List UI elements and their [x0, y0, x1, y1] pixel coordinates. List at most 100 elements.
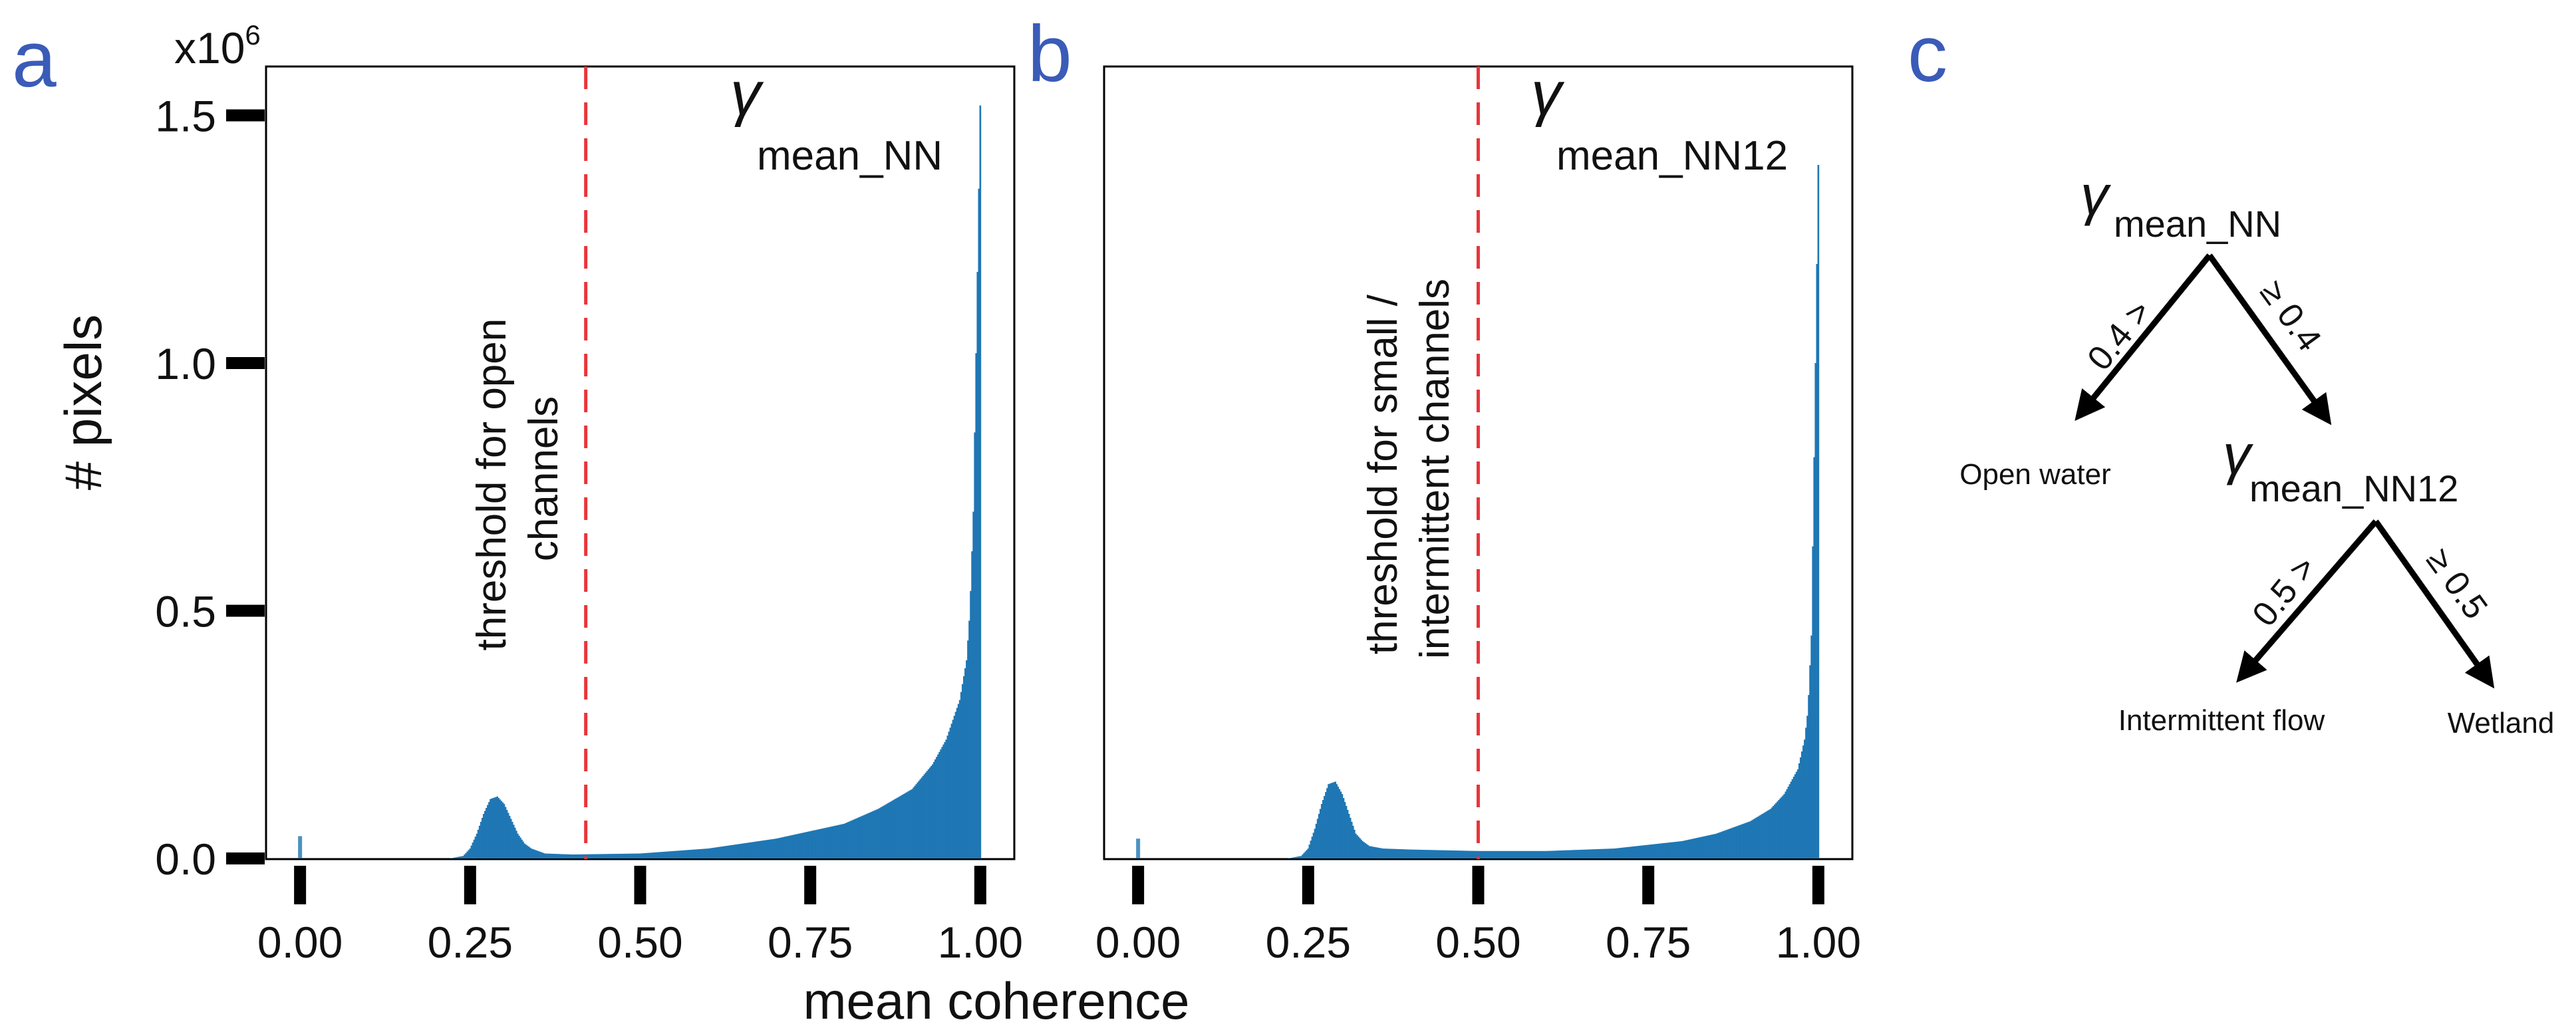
histogram-bar [719, 846, 722, 858]
histogram-bar [779, 837, 782, 858]
histogram-bar [1798, 763, 1800, 858]
histogram-bar [477, 829, 480, 858]
x-tick-mark [634, 866, 646, 904]
histogram-bar [907, 791, 909, 858]
histogram-bar [1804, 739, 1806, 858]
histogram-bar [823, 828, 825, 858]
histogram-bar [821, 829, 823, 858]
histogram-bar [1765, 811, 1768, 858]
histogram-bar [1459, 850, 1462, 858]
histogram-bar [1729, 829, 1731, 858]
histogram-bar [1533, 850, 1535, 858]
histogram-bar [746, 842, 749, 858]
histogram-bar [488, 802, 490, 858]
histogram-bar [1688, 839, 1690, 858]
histogram-bar [738, 844, 741, 858]
histogram-bar [1307, 848, 1310, 858]
histogram-bar [1808, 695, 1810, 858]
histogram-bar [1621, 847, 1624, 858]
panel-c-decision-tree: c γ mean_NN 0.4 > ≥ 0.4 Open water γ mea… [1908, 9, 2554, 739]
histogram-bar [1381, 848, 1384, 858]
histogram-bar [1779, 798, 1781, 858]
histogram-bar [1526, 850, 1528, 858]
histogram-bar [1755, 818, 1757, 858]
histogram-bar [1495, 850, 1497, 858]
histogram-bar [473, 839, 476, 858]
histogram-bar [1501, 850, 1504, 858]
histogram-bar [782, 837, 784, 858]
histogram-bar [1816, 264, 1818, 858]
histogram-bar [690, 849, 693, 858]
histogram-bar [1675, 841, 1678, 858]
histogram-bar [1778, 800, 1780, 858]
histogram-bar [1556, 850, 1558, 858]
y-tick-label: 0.0 [155, 835, 216, 884]
histogram-bar [1634, 846, 1636, 858]
histogram-bar [1329, 783, 1331, 858]
histogram-bar [786, 836, 788, 858]
histogram-bar [1471, 850, 1474, 858]
histogram-bar [1336, 784, 1338, 858]
histogram-bar [850, 821, 852, 858]
histogram-bar [692, 849, 694, 858]
histogram-bar [1705, 835, 1708, 858]
histogram-bar [617, 854, 620, 858]
histogram-bar [1390, 848, 1392, 858]
histogram-bar [737, 844, 740, 858]
histogram-bar [870, 811, 873, 858]
histogram-spike [1136, 839, 1141, 858]
histogram-bar [1330, 783, 1332, 858]
histogram-bar [1435, 850, 1437, 858]
histogram-bar [1441, 850, 1444, 858]
histogram-bar [666, 851, 668, 858]
histogram-bar [1338, 789, 1341, 858]
histogram-bar [689, 850, 692, 858]
histogram-bar [1623, 847, 1625, 858]
histogram-bar [521, 839, 523, 858]
histogram-bar [1734, 827, 1737, 858]
histogram-bar [1757, 816, 1760, 858]
x-tick-mark [1132, 866, 1145, 904]
histogram-bar [1572, 850, 1575, 858]
histogram-bar [549, 853, 551, 858]
histogram-bar [1304, 851, 1307, 858]
histogram-bar [1306, 850, 1308, 858]
x-tick-label: 0.50 [1435, 918, 1520, 967]
histogram-bar [499, 799, 501, 858]
histogram-bar [875, 810, 877, 858]
histogram-bar [1295, 856, 1297, 858]
histogram-bar [1413, 849, 1415, 858]
histogram-bar [780, 837, 783, 858]
histogram-bar [817, 829, 819, 858]
histogram-bar [903, 793, 905, 858]
histogram-bar [1605, 848, 1608, 858]
histogram-bar [490, 799, 492, 858]
x-axis-b: 0.00 0.25 0.50 0.75 1.00 [1095, 866, 1861, 967]
histogram-bar [1584, 849, 1587, 858]
histogram-bar [659, 852, 662, 858]
histogram-bar [1523, 850, 1526, 858]
x-tick-mark [974, 866, 986, 904]
histogram-bar [1809, 665, 1811, 858]
histogram-bar [1402, 849, 1405, 858]
histogram-bar [1767, 810, 1769, 858]
histogram-bar [631, 853, 633, 858]
histogram-bar [1806, 715, 1808, 858]
histogram-bar [1548, 850, 1550, 858]
histogram-bar [798, 833, 801, 858]
histogram-bar [1372, 846, 1375, 858]
x-tick-mark [1302, 866, 1314, 904]
histogram-bar [676, 850, 678, 858]
histogram-bar [1298, 856, 1300, 858]
x-tick-label: 1.00 [938, 918, 1023, 967]
histogram-bar [1531, 850, 1534, 858]
y-axis-a: 0.0 0.5 1.0 1.5 [155, 92, 265, 884]
panel-letter-a: a [12, 15, 57, 104]
histogram-bar [1687, 840, 1689, 858]
histogram-bar [1678, 841, 1681, 858]
histogram-bar [862, 815, 865, 858]
histogram-bar [545, 853, 547, 858]
histogram-bar [1528, 850, 1531, 858]
histogram-bar [827, 827, 829, 858]
histogram-bar [555, 854, 557, 858]
